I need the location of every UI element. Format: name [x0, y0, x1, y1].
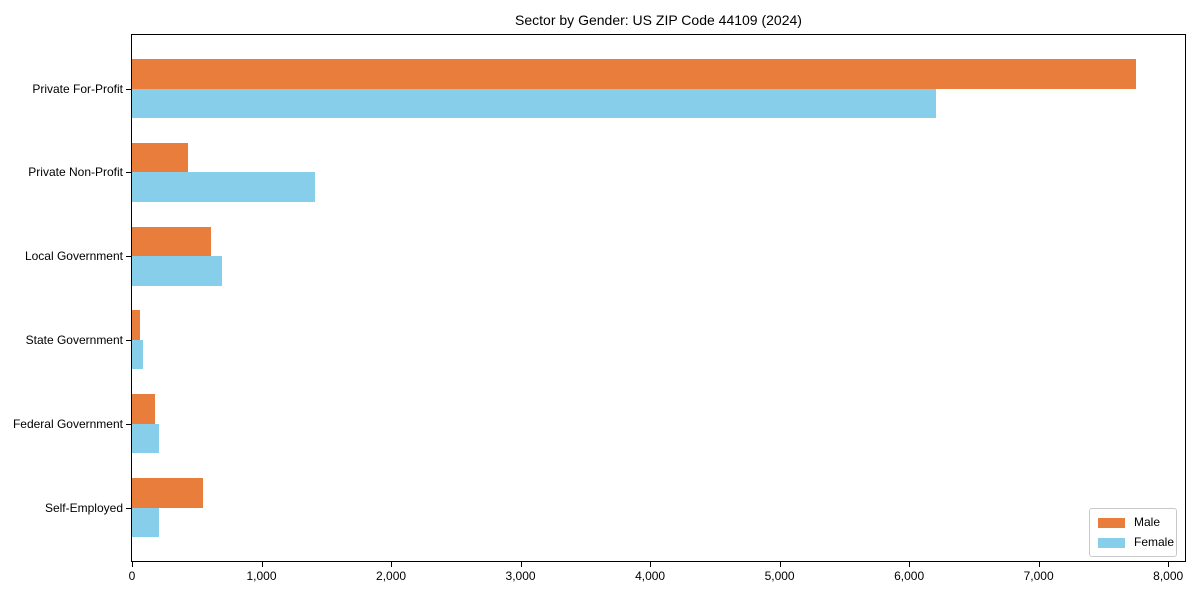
x-tick-label: 8,000	[1153, 569, 1184, 583]
bar-female-private-non-profit	[132, 172, 315, 202]
x-tick-mark	[909, 562, 911, 567]
bar-female-federal-government	[132, 423, 160, 454]
y-axis-category-label: Private Non-Profit	[28, 165, 123, 180]
legend: Male Female	[1089, 508, 1177, 557]
x-tick-label: 2,000	[376, 569, 407, 583]
x-tick-mark	[132, 562, 133, 567]
plot-area	[131, 34, 1186, 562]
bar-male-local-government	[132, 226, 211, 257]
x-tick-label: 6,000	[894, 569, 925, 583]
x-tick-mark	[391, 562, 393, 567]
y-tick-mark	[126, 256, 131, 258]
legend-item-female: Female	[1098, 536, 1174, 549]
bar-male-federal-government	[132, 394, 156, 424]
x-tick-mark	[779, 562, 781, 567]
legend-item-male: Male	[1098, 516, 1168, 529]
legend-label: Female	[1134, 535, 1175, 549]
bar-female-state-government	[132, 339, 143, 370]
bar-male-private-non-profit	[132, 142, 188, 173]
y-tick-mark	[126, 507, 131, 509]
chart-title: Sector by Gender: US ZIP Code 44109 (202…	[515, 12, 802, 28]
y-tick-mark	[126, 88, 131, 90]
y-axis-category-label: Self-Employed	[44, 500, 123, 515]
x-tick-label: 7,000	[1023, 569, 1054, 583]
legend-label: Male	[1134, 515, 1161, 529]
x-tick-mark	[650, 562, 652, 567]
y-axis-category-label: Private For-Profit	[32, 81, 123, 96]
x-tick-label: 1,000	[246, 569, 277, 583]
y-axis-category-label: State Government	[25, 332, 123, 347]
bar-male-state-government	[132, 310, 140, 340]
y-axis-category-label: Local Government	[24, 249, 123, 264]
x-tick-mark	[1168, 562, 1170, 567]
bar-female-self-employed	[132, 507, 160, 537]
legend-swatch-male	[1098, 517, 1125, 528]
legend-swatch-female	[1098, 537, 1125, 548]
y-tick-mark	[126, 423, 131, 425]
bar-female-local-government	[132, 256, 223, 286]
y-tick-mark	[126, 339, 131, 341]
y-tick-mark	[126, 172, 131, 174]
x-tick-label: 4,000	[635, 569, 666, 583]
x-tick-label: 3,000	[505, 569, 536, 583]
y-axis-category-label: Federal Government	[12, 416, 123, 431]
x-tick-mark	[1038, 562, 1040, 567]
x-tick-label: 0	[128, 569, 136, 583]
x-tick-mark	[520, 562, 522, 567]
x-tick-mark	[261, 562, 263, 567]
bar-male-private-for-profit	[132, 59, 1136, 89]
bar-male-self-employed	[132, 478, 204, 508]
x-tick-label: 5,000	[764, 569, 795, 583]
bar-female-private-for-profit	[132, 88, 937, 118]
